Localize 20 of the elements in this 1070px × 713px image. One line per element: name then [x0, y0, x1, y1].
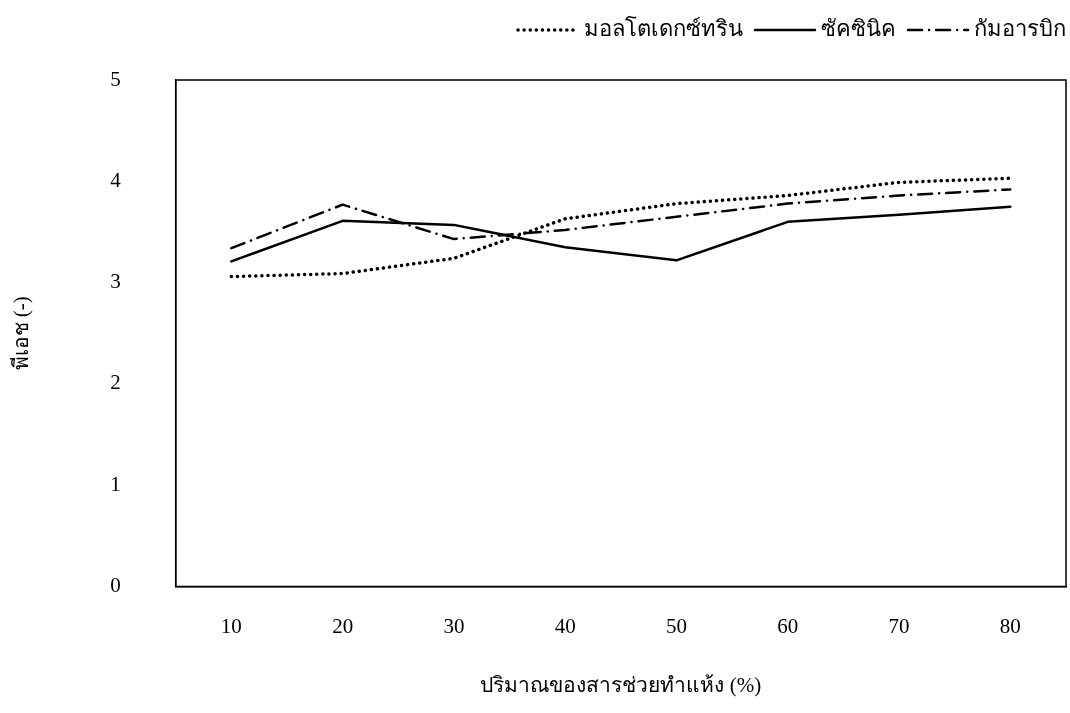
x-tick-label: 60 — [777, 613, 799, 638]
y-axis-title: พีเอช (-) — [9, 296, 34, 371]
x-tick-label: 20 — [332, 613, 354, 638]
line-series — [229, 176, 1013, 279]
x-tick-label: 10 — [220, 613, 242, 638]
y-tick-label: 1 — [110, 471, 121, 496]
x-axis-title: ปริมาณของสารช่วยทำแห้ง (%) — [480, 672, 762, 697]
legend-label: มอลโตเดกซ์ทริน — [584, 15, 743, 41]
x-tick-label: 50 — [665, 613, 687, 638]
legend-label: ซัคซินิค — [821, 15, 896, 41]
legend-label: กัมอารบิก — [974, 15, 1066, 41]
y-tick-label: 0 — [110, 573, 121, 598]
x-tick-label: 70 — [888, 613, 910, 638]
y-tick-label: 5 — [110, 66, 121, 91]
x-tick-label: 80 — [999, 613, 1021, 638]
y-tick-label: 4 — [110, 167, 122, 192]
y-tick-label: 3 — [110, 269, 121, 294]
x-tick-label: 40 — [554, 613, 576, 638]
x-tick-label: 30 — [443, 613, 465, 638]
y-tick-label: 2 — [110, 370, 121, 395]
